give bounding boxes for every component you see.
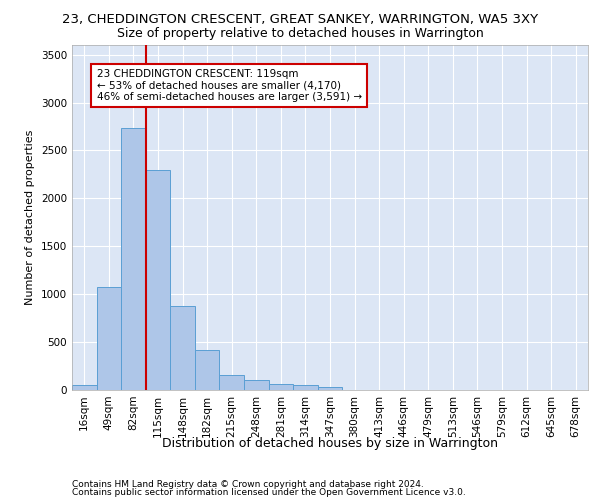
Bar <box>244 380 269 390</box>
Bar <box>293 385 318 390</box>
Text: Contains HM Land Registry data © Crown copyright and database right 2024.: Contains HM Land Registry data © Crown c… <box>72 480 424 489</box>
Text: Distribution of detached houses by size in Warrington: Distribution of detached houses by size … <box>162 438 498 450</box>
Bar <box>318 387 342 390</box>
Text: 23, CHEDDINGTON CRESCENT, GREAT SANKEY, WARRINGTON, WA5 3XY: 23, CHEDDINGTON CRESCENT, GREAT SANKEY, … <box>62 12 538 26</box>
Bar <box>195 350 220 390</box>
Bar <box>170 306 195 390</box>
Bar <box>220 375 244 390</box>
Bar <box>97 286 121 390</box>
Y-axis label: Number of detached properties: Number of detached properties <box>25 130 35 305</box>
Bar <box>72 385 97 390</box>
Text: Size of property relative to detached houses in Warrington: Size of property relative to detached ho… <box>116 28 484 40</box>
Bar <box>121 128 146 390</box>
Text: Contains public sector information licensed under the Open Government Licence v3: Contains public sector information licen… <box>72 488 466 497</box>
Bar <box>146 170 170 390</box>
Text: 23 CHEDDINGTON CRESCENT: 119sqm
← 53% of detached houses are smaller (4,170)
46%: 23 CHEDDINGTON CRESCENT: 119sqm ← 53% of… <box>97 69 362 102</box>
Bar <box>269 384 293 390</box>
